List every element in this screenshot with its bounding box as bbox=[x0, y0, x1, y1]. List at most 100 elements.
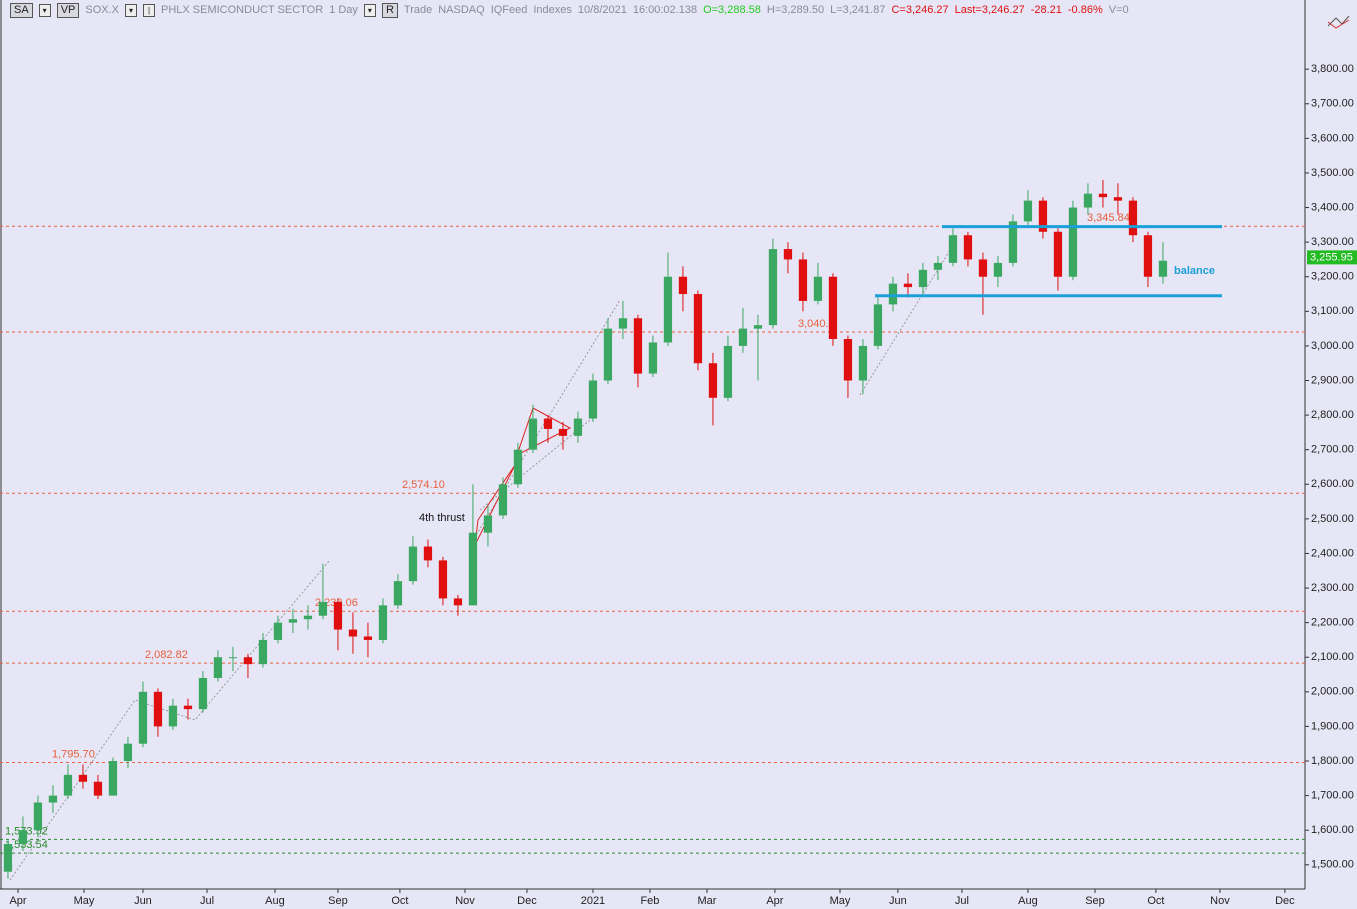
y-tick-label: 2,400.00 bbox=[1311, 547, 1354, 559]
triangle bbox=[516, 407, 572, 457]
r-button[interactable]: R bbox=[381, 2, 398, 18]
trade: Trade bbox=[403, 4, 433, 16]
low: L=3,241.87 bbox=[830, 4, 886, 16]
candle-body bbox=[243, 657, 253, 665]
thrust-markers bbox=[474, 407, 572, 546]
candle-body bbox=[798, 259, 808, 301]
y-tick-label: 3,600.00 bbox=[1311, 132, 1354, 144]
candle-body bbox=[1023, 200, 1033, 222]
candle-body bbox=[228, 657, 238, 659]
candle-body bbox=[318, 601, 328, 616]
level-label: 1,533.54 bbox=[5, 839, 48, 851]
candle-body bbox=[378, 605, 388, 640]
high: H=3,289.50 bbox=[766, 4, 825, 16]
x-tick-label: Oct bbox=[391, 895, 408, 907]
date: 10/8/2021 bbox=[577, 4, 627, 16]
candle-body bbox=[1128, 200, 1138, 236]
candle-body bbox=[543, 418, 553, 429]
x-tick-label: Apr bbox=[9, 895, 26, 907]
trend-lines bbox=[9, 249, 951, 881]
x-tick-label: Aug bbox=[265, 895, 285, 907]
change-pct: -0.86% bbox=[1067, 4, 1103, 16]
candle-body bbox=[288, 619, 298, 623]
y-tick-label: 2,200.00 bbox=[1311, 617, 1354, 629]
candle-body bbox=[903, 283, 913, 288]
candle-body bbox=[663, 276, 673, 343]
dropdown[interactable]: ▾ bbox=[38, 3, 51, 17]
candle-body bbox=[423, 546, 433, 561]
candle-body bbox=[993, 262, 1003, 277]
sa-button[interactable]: SA bbox=[10, 2, 33, 18]
open: O=3,288.58 bbox=[703, 4, 761, 16]
candle-body bbox=[138, 691, 148, 744]
candle-body bbox=[348, 629, 358, 637]
candle-body bbox=[783, 249, 793, 260]
candle-body bbox=[183, 705, 193, 710]
candle-body bbox=[198, 677, 208, 710]
volume: V=0 bbox=[1108, 4, 1129, 16]
y-tick-label: 2,900.00 bbox=[1311, 374, 1354, 386]
last: Last=3,246.27 bbox=[954, 4, 1025, 16]
x-tick-label: Jul bbox=[200, 895, 214, 907]
x-tick-label: Dec bbox=[517, 895, 537, 907]
candle-body bbox=[918, 269, 928, 288]
candle-body bbox=[648, 342, 658, 374]
candle-body bbox=[723, 345, 733, 398]
kind: Indexes bbox=[533, 4, 572, 16]
candle-body bbox=[3, 844, 13, 872]
vp-button[interactable]: VP bbox=[56, 2, 80, 18]
candle-body bbox=[213, 657, 223, 678]
candle-body bbox=[768, 249, 778, 326]
x-tick-label: Mar bbox=[697, 895, 716, 907]
y-tick-label: 3,700.00 bbox=[1311, 98, 1354, 110]
trend-line bbox=[9, 559, 331, 881]
symbol-name: PHLX SEMICONDUCT SECTOR bbox=[161, 4, 324, 16]
right-axis-band bbox=[1305, 0, 1357, 909]
candle-body bbox=[258, 639, 268, 665]
x-tick-label: Aug bbox=[1018, 895, 1038, 907]
candle-body bbox=[1038, 200, 1048, 232]
x-tick-label: Feb bbox=[640, 895, 659, 907]
candle-body bbox=[468, 532, 478, 606]
x-tick-label: Dec bbox=[1275, 895, 1295, 907]
candle-body bbox=[858, 345, 868, 381]
candle-body bbox=[708, 363, 718, 398]
y-tick-label: 2,000.00 bbox=[1311, 686, 1354, 698]
candle-body bbox=[948, 235, 958, 263]
candle-body bbox=[633, 318, 643, 374]
y-tick-label: 2,500.00 bbox=[1311, 513, 1354, 525]
x-tick-label: Sep bbox=[328, 895, 348, 907]
y-tick-label: 1,900.00 bbox=[1311, 720, 1354, 732]
candle-body bbox=[78, 774, 88, 782]
candle-body bbox=[603, 328, 613, 381]
feed: IQFeed bbox=[490, 4, 528, 16]
candle-body bbox=[1083, 193, 1093, 208]
candle-body bbox=[933, 262, 943, 270]
y-tick-label: 3,800.00 bbox=[1311, 63, 1354, 75]
y-tick-label: 2,300.00 bbox=[1311, 582, 1354, 594]
level-label: 3,040.1 bbox=[798, 318, 835, 330]
exchange: NASDAQ bbox=[438, 4, 485, 16]
candle-body bbox=[1143, 235, 1153, 277]
candle-body bbox=[1008, 221, 1018, 263]
level-label: 1,795.70 bbox=[52, 748, 95, 760]
candle-body bbox=[1158, 260, 1168, 277]
x-tick-label: May bbox=[74, 895, 95, 907]
candle-body bbox=[33, 802, 43, 831]
dropdown[interactable]: ▾ bbox=[363, 3, 376, 17]
candle-body bbox=[963, 235, 973, 260]
y-tick-label: 3,000.00 bbox=[1311, 340, 1354, 352]
candle-body bbox=[18, 830, 28, 845]
dropdown[interactable]: ▾ bbox=[125, 3, 137, 17]
x-tick-label: Oct bbox=[1147, 895, 1164, 907]
candle-body bbox=[618, 318, 628, 329]
candle-body bbox=[273, 622, 283, 640]
candle-body bbox=[363, 636, 373, 640]
candle-body bbox=[1068, 207, 1078, 277]
candle-body bbox=[693, 294, 703, 364]
candle-body bbox=[393, 581, 403, 606]
candle-body bbox=[978, 259, 988, 277]
dropdown[interactable]: | bbox=[143, 3, 155, 17]
